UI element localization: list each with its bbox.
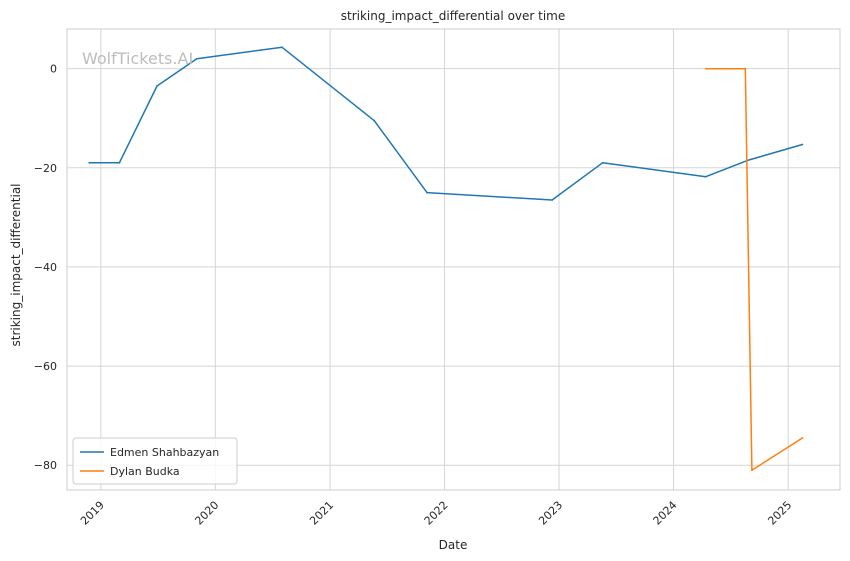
series-line xyxy=(705,67,803,471)
data-point xyxy=(704,67,707,70)
legend-label-dylan-budka: Dylan Budka xyxy=(110,465,180,478)
y-tick-label: −60 xyxy=(34,360,57,373)
data-point xyxy=(118,161,121,164)
y-axis-label: striking_impact_differential xyxy=(9,183,23,346)
y-tick-label: −20 xyxy=(34,162,57,175)
data-point xyxy=(156,85,158,87)
data-point xyxy=(551,199,554,201)
data-point xyxy=(281,46,284,49)
data-point xyxy=(195,57,198,60)
y-tick-label: −40 xyxy=(34,261,57,274)
data-point xyxy=(750,469,753,472)
y-tick-label: −80 xyxy=(34,459,57,472)
data-point xyxy=(801,437,804,439)
series-line xyxy=(89,46,803,201)
watermark: WolfTickets.AI xyxy=(82,49,193,68)
data-point xyxy=(744,67,747,70)
legend: Edmen Shahbazyan Dylan Budka xyxy=(72,437,238,485)
data-point xyxy=(601,161,604,164)
plot-frame xyxy=(66,28,841,491)
data-point xyxy=(373,119,376,122)
series-layer xyxy=(88,46,804,472)
data-point xyxy=(426,191,428,194)
chart-title: striking_impact_differential over time xyxy=(341,9,566,23)
grid-layer xyxy=(67,29,840,490)
y-tick-label: 0 xyxy=(50,63,57,76)
legend-box xyxy=(72,437,238,485)
data-point xyxy=(88,161,91,164)
x-axis-label: Date xyxy=(439,538,468,552)
data-point xyxy=(704,175,707,178)
data-point xyxy=(801,143,804,146)
legend-label-edmen-shahbazyan: Edmen Shahbazyan xyxy=(110,446,219,459)
